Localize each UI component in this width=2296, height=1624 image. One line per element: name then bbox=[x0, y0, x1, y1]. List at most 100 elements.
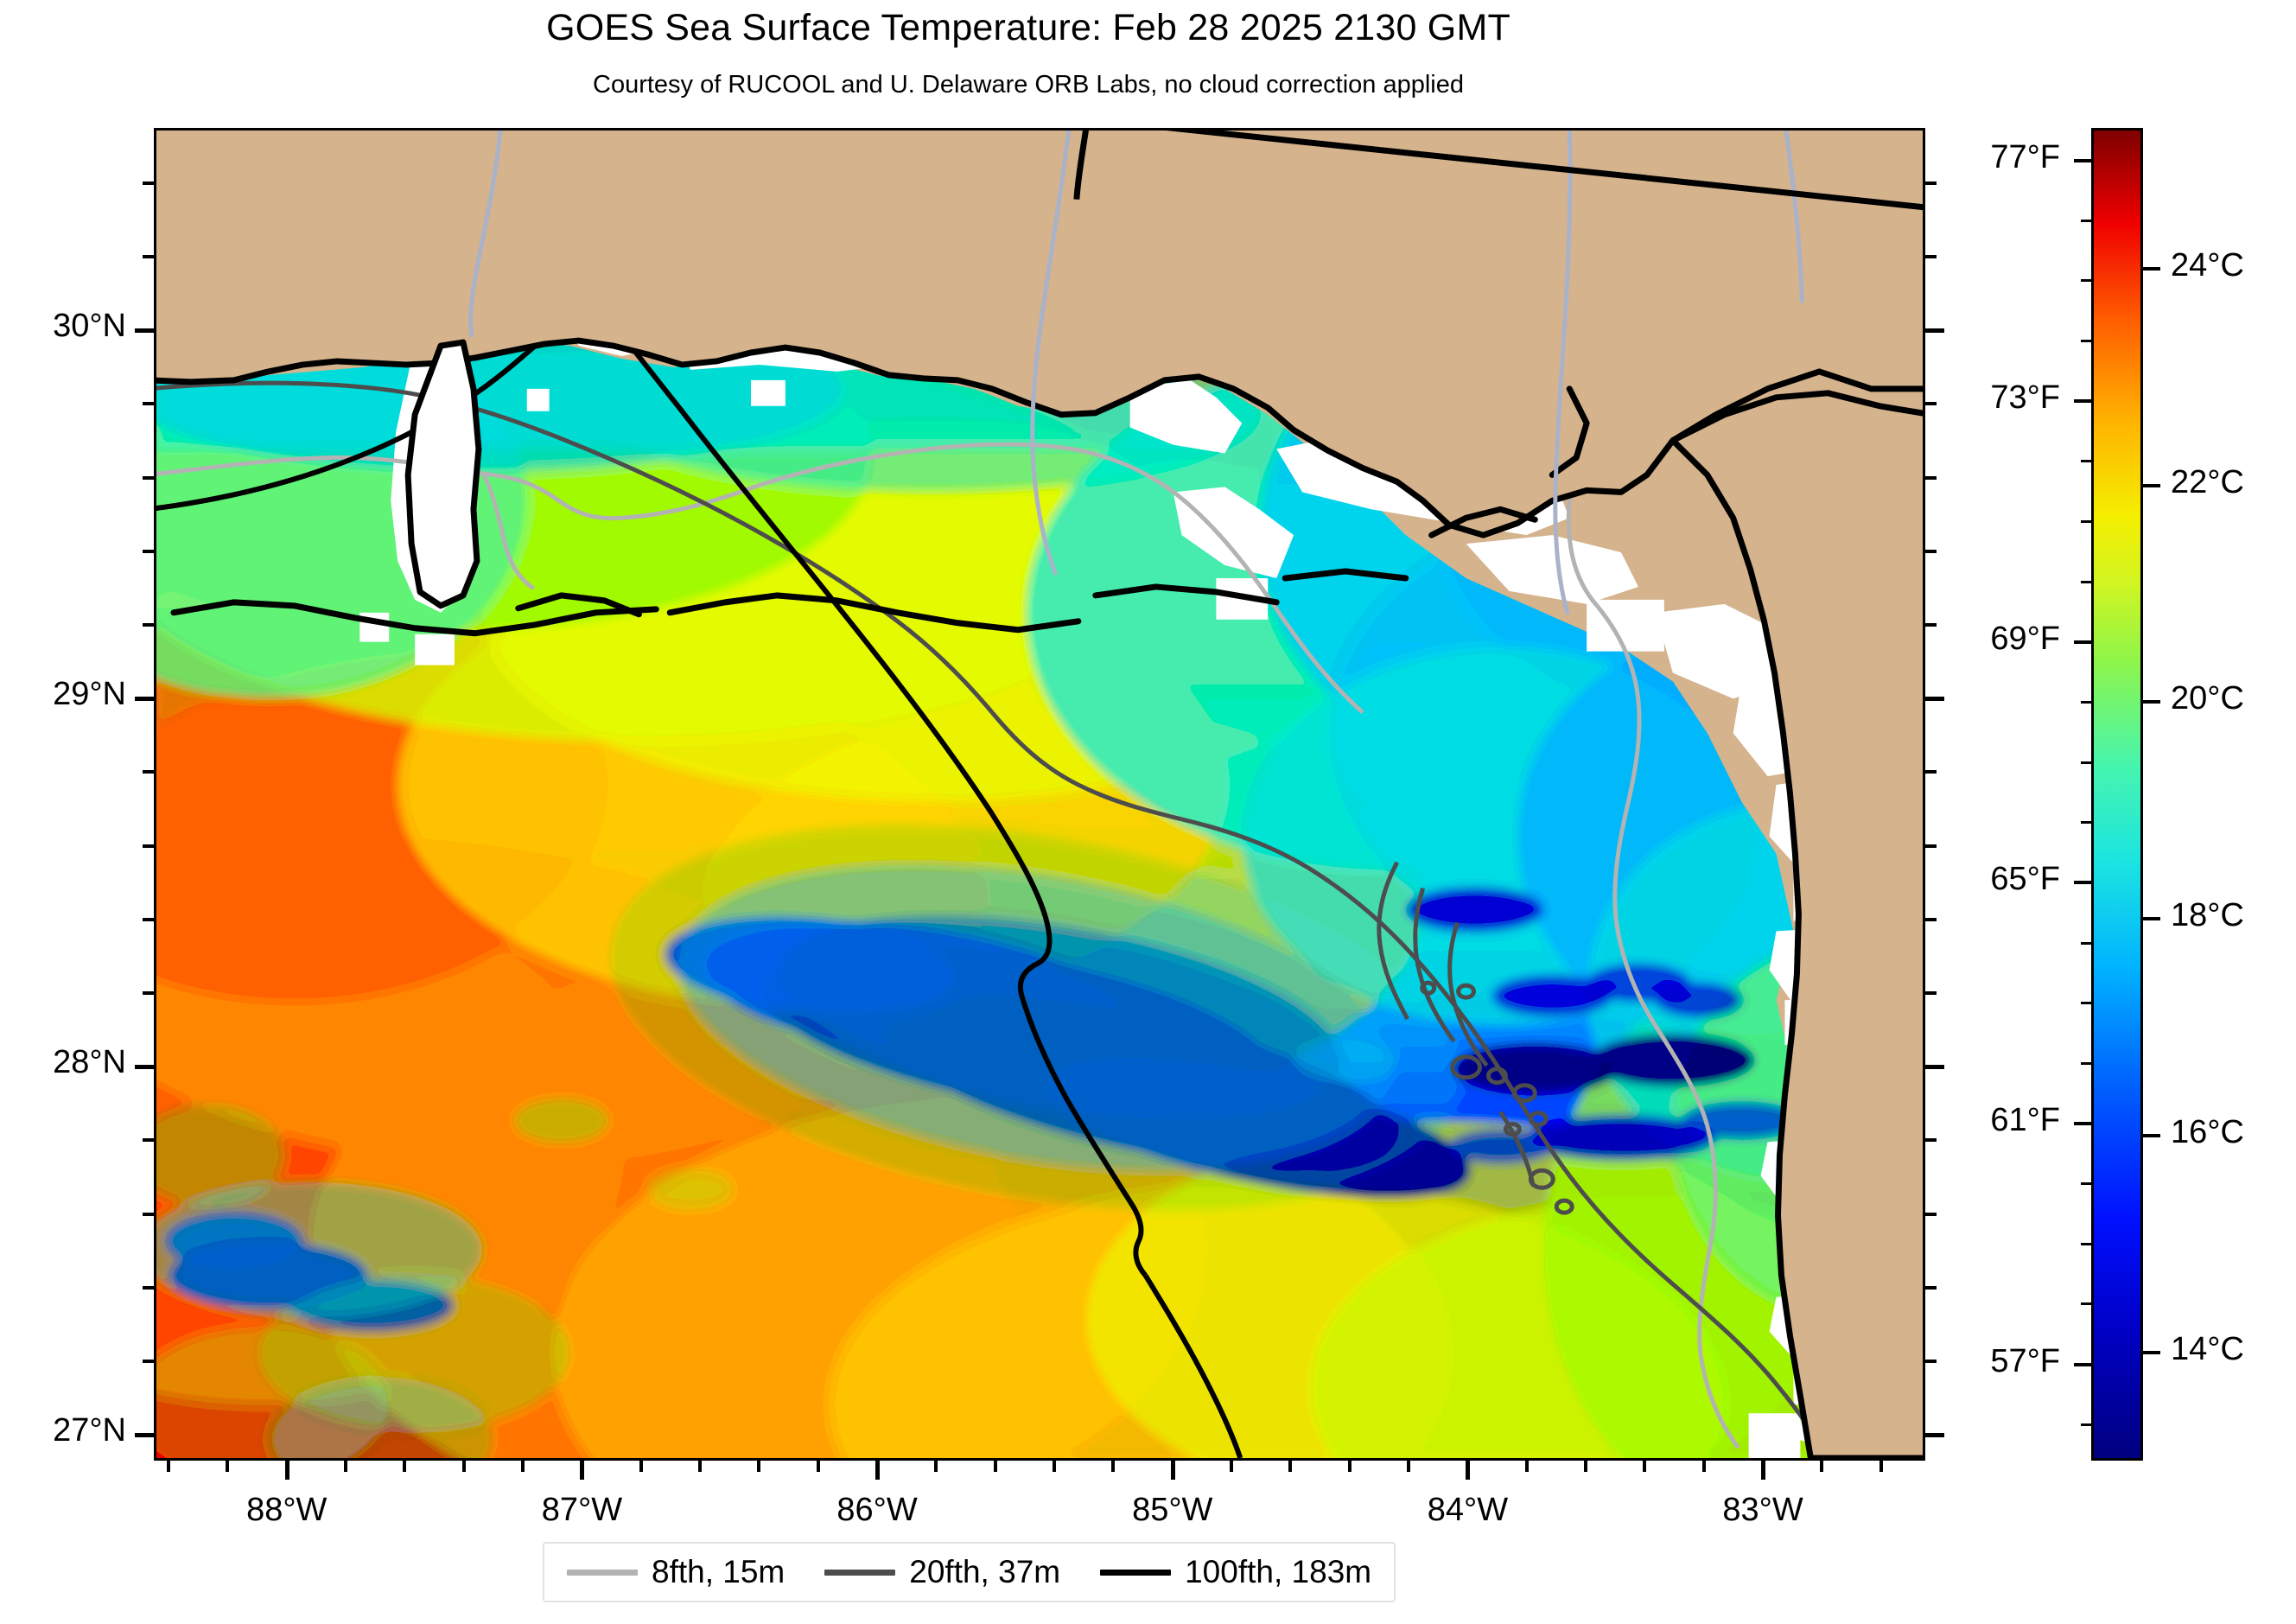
colorbar-label-celsius: 18°C bbox=[2171, 897, 2244, 934]
y-tick-minor bbox=[1925, 181, 1937, 185]
y-tick-minor bbox=[143, 1285, 154, 1290]
colorbar-label-fahrenheit: 69°F bbox=[1990, 620, 2060, 657]
y-tick-minor bbox=[143, 844, 154, 848]
x-tick-minor bbox=[1347, 1461, 1352, 1472]
x-tick-major bbox=[1170, 1461, 1175, 1480]
y-tick-minor bbox=[1925, 770, 1937, 774]
contour-8fth bbox=[156, 250, 1868, 1449]
colorbar-tick-celsius bbox=[2143, 917, 2160, 921]
x-tick-major bbox=[875, 1461, 881, 1480]
y-tick-minor bbox=[1925, 991, 1937, 996]
legend-item: 8fth, 15m bbox=[567, 1554, 785, 1590]
legend-line-swatch bbox=[824, 1569, 896, 1576]
x-tick-minor bbox=[1643, 1461, 1647, 1472]
colorbar-label-fahrenheit: 61°F bbox=[1990, 1101, 2060, 1138]
colorbar-tick-celsius bbox=[2143, 1133, 2160, 1137]
colorbar-tick-minor bbox=[2081, 340, 2091, 343]
colorbar-tick-minor bbox=[2081, 219, 2091, 222]
colorbar-tick-minor bbox=[2081, 279, 2091, 283]
x-tick-minor bbox=[698, 1461, 703, 1472]
legend-line-swatch bbox=[567, 1569, 638, 1576]
y-tick-minor bbox=[143, 475, 154, 480]
x-tick-label: 87°W bbox=[541, 1492, 623, 1528]
x-tick-label: 83°W bbox=[1722, 1492, 1803, 1528]
y-tick-minor bbox=[1925, 844, 1937, 848]
colorbar-tick-minor bbox=[2081, 1182, 2091, 1186]
state-border bbox=[1073, 131, 1923, 211]
x-tick-major bbox=[580, 1461, 585, 1480]
x-tick-minor bbox=[816, 1461, 820, 1472]
colorbar-tick-minor bbox=[2081, 460, 2091, 463]
colorbar-tick-minor bbox=[2081, 519, 2091, 523]
colorbar-tick-fahrenheit bbox=[2074, 640, 2091, 644]
x-tick-minor bbox=[167, 1461, 171, 1472]
y-tick-label: 30°N bbox=[53, 308, 126, 345]
y-tick-minor bbox=[1925, 402, 1937, 406]
y-tick-major-right bbox=[1925, 1433, 1944, 1438]
colorbar-tick-celsius bbox=[2143, 266, 2160, 271]
colorbar-tick-minor bbox=[2081, 1002, 2091, 1005]
x-tick-label: 86°W bbox=[836, 1492, 918, 1528]
colorbar-tick-celsius bbox=[2143, 483, 2160, 487]
y-tick-label: 28°N bbox=[53, 1044, 126, 1081]
colorbar-tick-minor bbox=[2081, 1061, 2091, 1065]
x-tick-minor bbox=[1407, 1461, 1411, 1472]
x-tick-minor bbox=[403, 1461, 407, 1472]
y-tick-minor bbox=[1925, 1138, 1937, 1143]
y-tick-minor bbox=[1925, 1359, 1937, 1363]
coastline-detail bbox=[170, 385, 1590, 637]
colorbar-tick-minor bbox=[2081, 580, 2091, 583]
colorbar-tick-fahrenheit bbox=[2074, 1121, 2091, 1125]
x-tick-minor bbox=[1820, 1461, 1824, 1472]
y-tick-major bbox=[135, 1433, 154, 1438]
x-tick-minor bbox=[344, 1461, 348, 1472]
y-tick-major bbox=[135, 328, 154, 334]
x-tick-major bbox=[1761, 1461, 1766, 1480]
y-tick-minor bbox=[1925, 549, 1937, 553]
inland-rivers bbox=[468, 131, 1804, 615]
y-tick-minor bbox=[1925, 255, 1937, 259]
sst-raster bbox=[156, 131, 1923, 1458]
y-tick-minor bbox=[1925, 917, 1937, 921]
y-tick-minor bbox=[1925, 623, 1937, 627]
x-tick-label: 88°W bbox=[246, 1492, 328, 1528]
colorbar-tick-celsius bbox=[2143, 1350, 2160, 1354]
y-tick-minor bbox=[143, 255, 154, 259]
colorbar-tick-fahrenheit bbox=[2074, 158, 2091, 162]
y-tick-major-right bbox=[1925, 328, 1944, 334]
page-title: GOES Sea Surface Temperature: Feb 28 202… bbox=[546, 7, 1511, 48]
y-tick-minor bbox=[143, 1212, 154, 1216]
y-tick-minor bbox=[143, 623, 154, 627]
colorbar-tick-minor bbox=[2081, 1302, 2091, 1306]
y-tick-minor bbox=[143, 1359, 154, 1363]
x-tick-minor bbox=[1053, 1461, 1057, 1472]
colorbar-label-fahrenheit: 65°F bbox=[1990, 861, 2060, 898]
x-tick-minor bbox=[1584, 1461, 1588, 1472]
y-tick-major-right bbox=[1925, 697, 1944, 702]
y-tick-minor bbox=[1925, 475, 1937, 480]
colorbar-tick-minor bbox=[2081, 1423, 2091, 1426]
sst-map-axes bbox=[154, 128, 1925, 1461]
colorbar-tick-minor bbox=[2081, 700, 2091, 704]
x-tick-minor bbox=[1111, 1461, 1116, 1472]
legend-label: 20fth, 37m bbox=[909, 1554, 1061, 1589]
x-tick-major bbox=[1466, 1461, 1471, 1480]
x-tick-minor bbox=[1230, 1461, 1234, 1472]
colorbar-label-celsius: 16°C bbox=[2171, 1113, 2244, 1150]
x-tick-label: 85°W bbox=[1132, 1492, 1213, 1528]
map-clip bbox=[156, 131, 1923, 1458]
colorbar-tick-fahrenheit bbox=[2074, 1362, 2091, 1366]
x-tick-minor bbox=[757, 1461, 761, 1472]
y-tick-minor bbox=[143, 549, 154, 553]
colorbar-tick-minor bbox=[2081, 821, 2091, 825]
colorbar-tick-fahrenheit bbox=[2074, 399, 2091, 404]
legend-label: 8fth, 15m bbox=[652, 1554, 785, 1589]
x-tick-minor bbox=[521, 1461, 525, 1472]
colorbar-label-celsius: 22°C bbox=[2171, 463, 2244, 500]
x-tick-minor bbox=[639, 1461, 643, 1472]
y-tick-major bbox=[135, 1065, 154, 1070]
colorbar-tick-minor bbox=[2081, 1242, 2091, 1245]
y-tick-label: 29°N bbox=[53, 676, 126, 713]
x-tick-minor bbox=[1288, 1461, 1293, 1472]
colorbar-label-celsius: 24°C bbox=[2171, 246, 2244, 283]
